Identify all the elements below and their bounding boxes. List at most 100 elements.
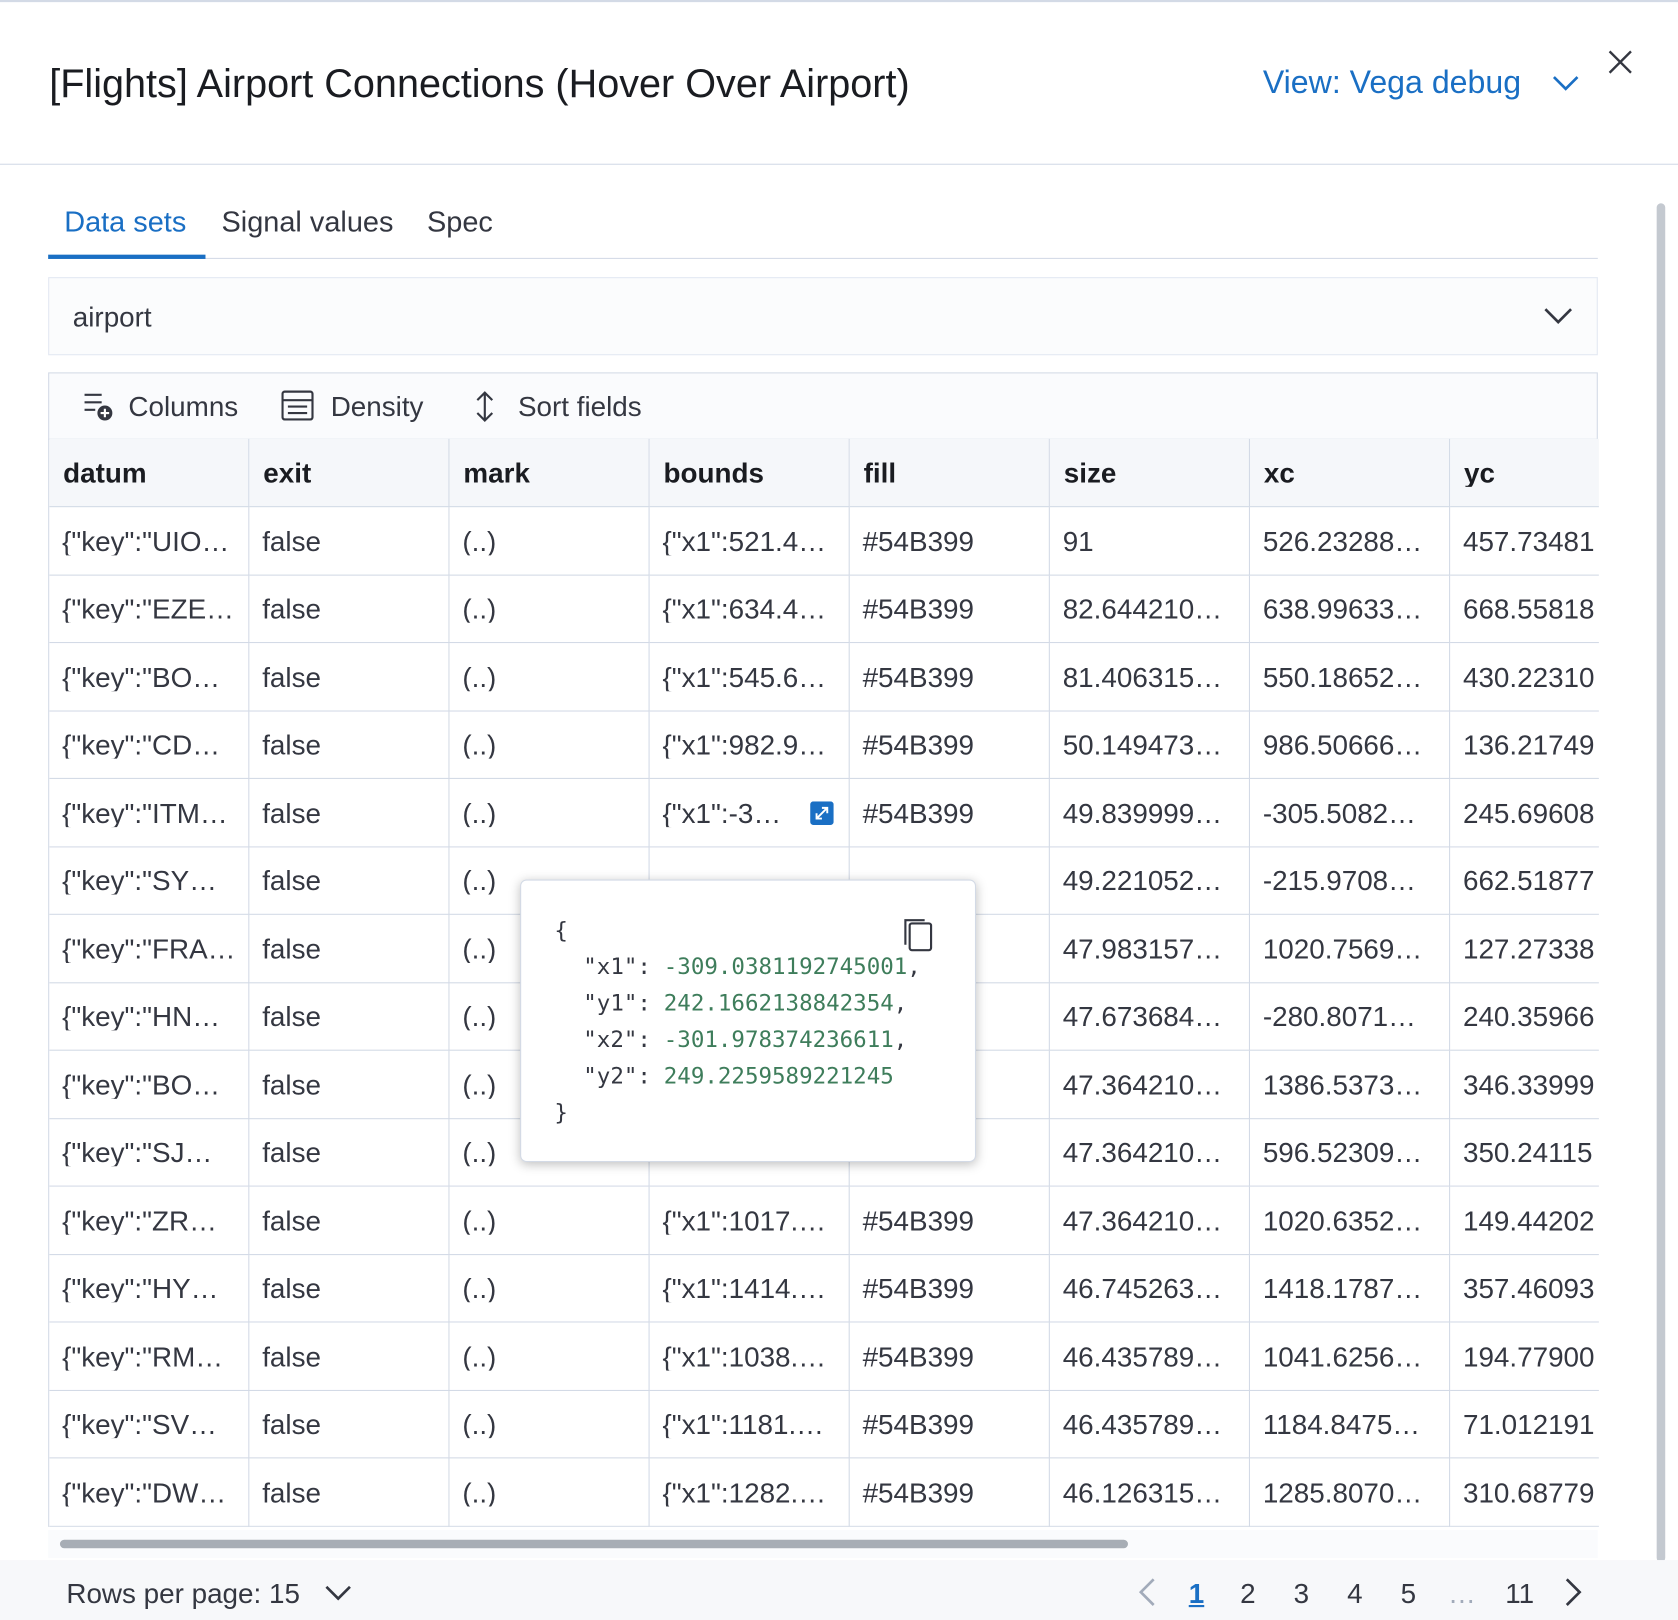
page-link[interactable]: 11 bbox=[1505, 1577, 1535, 1610]
cell-text: 1386.5373… bbox=[1262, 1070, 1423, 1099]
grid-cell bbox=[1049, 778, 1250, 847]
column-header[interactable]: datum bbox=[63, 459, 147, 487]
json-comma: , bbox=[907, 953, 921, 980]
prev-page[interactable] bbox=[1137, 1577, 1158, 1607]
cell-text: 550.18652… bbox=[1262, 663, 1423, 691]
cell-text: (..) bbox=[462, 731, 497, 759]
dataset-select[interactable] bbox=[48, 277, 1598, 356]
rows-per-page[interactable]: Rows per page: 15 bbox=[66, 1577, 300, 1610]
header-cell bbox=[1450, 438, 1599, 508]
cell-text: {"x1":1017.… bbox=[662, 1206, 827, 1235]
column-header[interactable]: fill bbox=[863, 459, 897, 487]
page-link[interactable]: 1 bbox=[1188, 1577, 1205, 1610]
grid-cell bbox=[649, 778, 850, 847]
column-header[interactable]: yc bbox=[1464, 459, 1495, 487]
grid-cell bbox=[449, 1458, 650, 1527]
column-header[interactable]: mark bbox=[463, 459, 530, 487]
grid-cell bbox=[1450, 1187, 1599, 1255]
page-link[interactable]: 4 bbox=[1347, 1577, 1363, 1610]
grid-cell bbox=[849, 643, 1050, 712]
tab[interactable]: Data sets bbox=[64, 205, 187, 239]
sort-icon[interactable] bbox=[472, 389, 498, 423]
view-chevron[interactable] bbox=[1552, 73, 1580, 94]
select-chevron[interactable] bbox=[1543, 306, 1573, 325]
json-line: "x1": -309.0381192745001, bbox=[583, 956, 921, 978]
cell-text: #54B399 bbox=[862, 527, 974, 556]
cell-text: {"key":"HY… bbox=[62, 1274, 219, 1303]
cell-text: {"x1":521.4… bbox=[662, 527, 827, 556]
cell-text: -305.5082… bbox=[1262, 799, 1416, 827]
cell-text: 47.364210… bbox=[1062, 1138, 1223, 1167]
column-header[interactable]: bounds bbox=[663, 459, 764, 487]
cell-text: 46.126315… bbox=[1062, 1478, 1223, 1507]
cell-text: 46.745263… bbox=[1062, 1274, 1223, 1303]
toolbar-button[interactable]: Sort fields bbox=[517, 390, 642, 423]
cell-text: (..) bbox=[462, 799, 497, 827]
column-header[interactable]: exit bbox=[263, 459, 312, 487]
cell-text: false bbox=[262, 1070, 321, 1099]
grid-cell bbox=[1049, 575, 1250, 644]
cell-text: 46.435789… bbox=[1062, 1410, 1223, 1439]
toolbar-button[interactable]: Density bbox=[330, 390, 424, 423]
grid-cell bbox=[1450, 779, 1599, 847]
rows-per-page-chevron[interactable] bbox=[324, 1584, 352, 1603]
grid-cell bbox=[849, 1390, 1050, 1459]
grid-cell bbox=[49, 1186, 250, 1255]
grid-cell bbox=[1249, 1050, 1451, 1119]
h-scrollbar[interactable] bbox=[59, 1539, 1128, 1549]
cell-text: #54B399 bbox=[862, 1410, 974, 1439]
cell-text: 47.364210… bbox=[1062, 1206, 1223, 1235]
json-value: 242.1662138842354 bbox=[663, 990, 894, 1016]
grid-cell bbox=[1249, 1254, 1451, 1323]
grid-cell bbox=[1450, 643, 1599, 712]
cell-text: #54B399 bbox=[862, 1206, 974, 1235]
cell-text: #54B399 bbox=[862, 1342, 974, 1371]
toolbar-button[interactable]: Columns bbox=[128, 390, 239, 423]
grid-cell bbox=[1450, 983, 1599, 1051]
next-page[interactable] bbox=[1562, 1577, 1583, 1607]
v-scrollbar[interactable] bbox=[1656, 203, 1666, 1563]
close-button[interactable] bbox=[1607, 49, 1633, 75]
cell-text: 49.221052… bbox=[1062, 866, 1223, 895]
cell-text: false bbox=[262, 1002, 321, 1031]
page-link[interactable]: 5 bbox=[1400, 1577, 1417, 1610]
json-brace: { bbox=[554, 917, 568, 944]
dataset-select-value[interactable]: airport bbox=[72, 300, 152, 333]
grid-cell bbox=[449, 1186, 650, 1255]
tab[interactable]: Signal values bbox=[221, 205, 394, 239]
grid-cell bbox=[49, 982, 250, 1051]
grid-cell bbox=[1249, 914, 1451, 983]
grid-cell bbox=[1450, 1323, 1599, 1391]
cell-text: 245.69608 bbox=[1462, 799, 1595, 827]
cell-text: {"x1":1414.… bbox=[662, 1274, 827, 1303]
footer bbox=[0, 1560, 1678, 1620]
cell-text: false bbox=[262, 1138, 321, 1167]
grid-cell bbox=[249, 1390, 450, 1459]
cell-popover bbox=[520, 879, 977, 1163]
grid-cell bbox=[649, 1458, 850, 1527]
grid-cell bbox=[1249, 1118, 1451, 1187]
grid-cell bbox=[449, 711, 650, 779]
cell-text: {"key":"ITM… bbox=[62, 799, 228, 827]
copy-icon[interactable] bbox=[902, 917, 934, 953]
grid-cell bbox=[849, 1458, 1050, 1527]
cell-text: {"key":"DW… bbox=[62, 1478, 227, 1507]
grid-cell bbox=[49, 711, 250, 779]
columns-icon[interactable] bbox=[82, 392, 114, 424]
page-link[interactable]: 3 bbox=[1293, 1577, 1310, 1610]
cell-text: (..) bbox=[462, 866, 497, 895]
column-header[interactable]: xc bbox=[1263, 459, 1295, 487]
column-header[interactable]: size bbox=[1063, 459, 1117, 487]
header-cell bbox=[249, 438, 450, 508]
grid-cell bbox=[849, 575, 1050, 644]
grid-cell bbox=[1450, 575, 1599, 644]
expand-cell-button[interactable] bbox=[810, 801, 834, 825]
density-icon[interactable] bbox=[281, 389, 315, 423]
cell-text: 47.364210… bbox=[1062, 1070, 1223, 1099]
cell-text: {"x1":1181.… bbox=[662, 1410, 825, 1439]
tab[interactable]: Spec bbox=[427, 205, 493, 239]
data-grid: datum exit mark bounds fill size xc yc {"key":"U… bbox=[48, 438, 1599, 1527]
grid-cell bbox=[49, 643, 250, 712]
page-link[interactable]: 2 bbox=[1240, 1577, 1256, 1610]
view-switcher[interactable]: View: Vega debug bbox=[1262, 65, 1522, 101]
